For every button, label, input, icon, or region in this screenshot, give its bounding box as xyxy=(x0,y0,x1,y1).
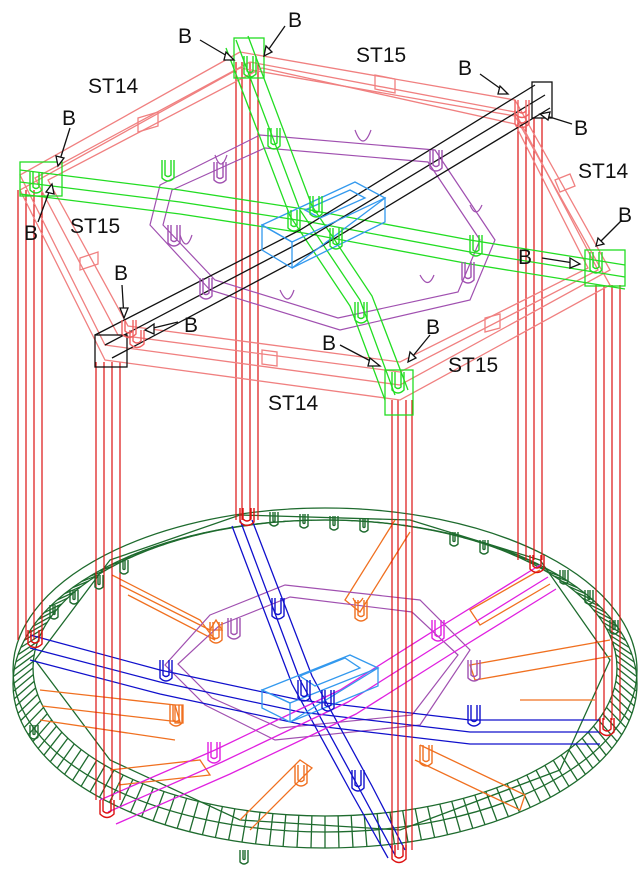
bracket-label-b: B xyxy=(62,107,76,130)
bracket-label-b: B xyxy=(24,222,38,245)
label-st14-bottom: ST14 xyxy=(268,392,319,415)
label-st14-right: ST14 xyxy=(578,160,629,183)
bottom-hub xyxy=(260,654,380,724)
bracket-label-b: B xyxy=(178,25,192,48)
bottom-beam-magenta xyxy=(99,564,557,825)
bracket-label-b: B xyxy=(518,246,532,269)
bracket-label-b: B xyxy=(184,314,198,337)
leader-arrows xyxy=(37,25,623,367)
bracket-label-b: B xyxy=(288,9,302,32)
label-st15-right: ST15 xyxy=(448,354,498,377)
label-st15-left: ST15 xyxy=(70,215,120,238)
bracket-label-b: B xyxy=(322,332,336,355)
bracket-labels: B B B B B B B B B B B B xyxy=(24,9,632,355)
bracket-label-b: B xyxy=(574,117,588,140)
component-labels: ST14 ST15 ST14 ST15 ST15 ST14 xyxy=(70,44,629,415)
brackets xyxy=(27,56,619,865)
bracket-label-b: B xyxy=(458,57,472,80)
bottom-struts-orange xyxy=(39,519,613,831)
bracket-label-b: B xyxy=(426,316,440,339)
bracket-label-b: B xyxy=(114,262,128,285)
label-st14-top-left: ST14 xyxy=(88,75,139,98)
bracket-label-b: B xyxy=(618,204,632,227)
label-st15-top: ST15 xyxy=(356,44,406,67)
top-beam-black xyxy=(94,81,553,368)
